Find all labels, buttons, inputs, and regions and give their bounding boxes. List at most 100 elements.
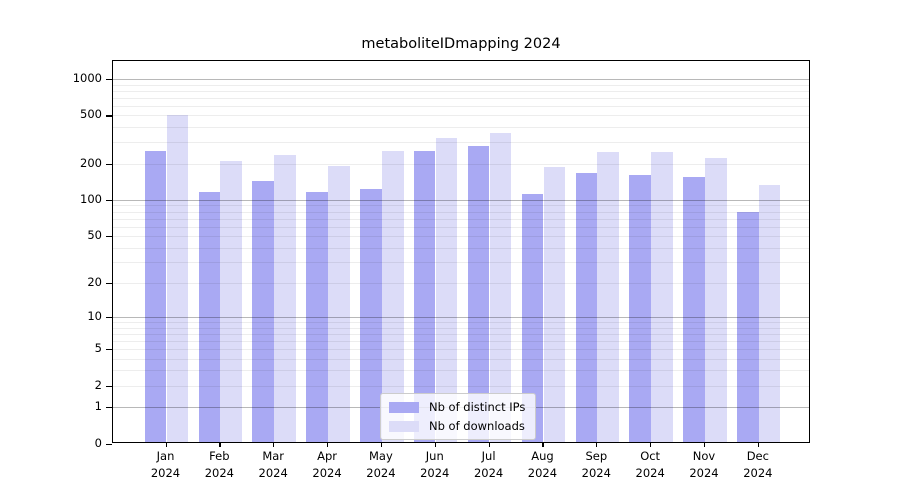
bar-feb-downloads — [220, 160, 242, 442]
gridline-minor — [113, 348, 809, 350]
y-tick-label: 100 — [80, 191, 102, 206]
y-tick — [106, 163, 112, 165]
x-tick — [596, 443, 598, 447]
gridline-minor — [113, 236, 809, 238]
bar-may-downloads — [382, 150, 404, 442]
bar-aug-distinct-ips — [521, 194, 544, 442]
legend-swatch-downloads — [389, 420, 419, 432]
y-tick-label: 10 — [87, 308, 102, 323]
y-tick — [106, 199, 112, 202]
bar-nov-distinct-ips — [683, 176, 705, 442]
y-tick-label: 20 — [87, 274, 102, 289]
bar-jan-distinct-ips — [144, 150, 167, 442]
bar-mar-downloads — [274, 155, 296, 442]
x-tick — [327, 443, 329, 447]
y-tick-label: 200 — [80, 155, 102, 170]
y-tick — [106, 348, 112, 351]
legend: Nb of distinct IPs Nb of downloads — [380, 393, 537, 440]
y-tick-label: 5 — [94, 340, 102, 355]
legend-label-downloads: Nb of downloads — [429, 419, 525, 433]
y-tick-label: 2 — [94, 377, 102, 392]
gridline-minor — [113, 205, 809, 207]
gridline-minor — [113, 226, 809, 228]
x-tick — [650, 443, 652, 447]
gridline-minor — [113, 340, 809, 342]
y-tick — [106, 316, 112, 319]
bar-sep-downloads — [597, 151, 619, 442]
x-tick-label: Jan 2024 — [150, 449, 181, 480]
bar-nov-downloads — [705, 158, 727, 442]
x-tick-label: Feb 2024 — [204, 449, 234, 480]
y-tick — [106, 406, 112, 409]
y-tick-label: 500 — [80, 107, 102, 122]
x-tick — [219, 443, 221, 447]
y-tick — [106, 115, 112, 117]
x-tick — [434, 443, 436, 447]
x-tick — [488, 443, 490, 447]
y-tick — [106, 443, 112, 445]
bar-feb-distinct-ips — [198, 191, 221, 442]
plot-area: Nb of distinct IPs Nb of downloads — [112, 60, 810, 443]
bar-jan-downloads — [166, 114, 189, 442]
gridline-major — [113, 78, 809, 80]
bar-apr-distinct-ips — [306, 192, 328, 442]
bar-may-distinct-ips — [360, 189, 382, 442]
bar-oct-downloads — [651, 151, 673, 442]
bar-jul-downloads — [489, 133, 512, 442]
x-tick — [165, 443, 167, 447]
gridline-major — [113, 199, 809, 201]
bar-aug-downloads — [543, 167, 566, 442]
gridline-minor — [113, 385, 809, 387]
gridline-minor — [113, 105, 809, 107]
gridline-minor — [113, 115, 809, 117]
gridline-minor — [113, 218, 809, 220]
gridline-minor — [113, 127, 809, 129]
y-tick — [106, 385, 112, 387]
gridline-minor — [113, 370, 809, 372]
legend-label-distinct-ips: Nb of distinct IPs — [429, 400, 526, 414]
bar-jun-distinct-ips — [413, 150, 436, 442]
x-tick-label: Apr 2024 — [312, 449, 342, 480]
chart-title: metaboliteIDmapping 2024 — [361, 36, 561, 52]
bar-oct-distinct-ips — [629, 175, 651, 442]
y-tick — [106, 78, 112, 81]
x-tick-label: Jun 2024 — [420, 449, 450, 480]
x-tick — [757, 443, 760, 447]
x-tick-label: Aug 2024 — [527, 449, 558, 480]
legend-item-distinct-ips: Nb of distinct IPs — [389, 400, 525, 414]
gridline-minor — [113, 262, 809, 264]
x-tick — [542, 443, 544, 447]
y-tick — [106, 236, 112, 238]
bar-dec-downloads — [758, 185, 781, 442]
gridline-minor — [113, 211, 809, 213]
x-tick-label: Mar 2024 — [258, 449, 288, 480]
y-tick-label: 1000 — [72, 70, 102, 85]
x-tick-label: Sep 2024 — [581, 449, 611, 480]
legend-swatch-distinct-ips — [389, 401, 419, 413]
bar-mar-distinct-ips — [252, 180, 274, 442]
gridline-minor — [113, 247, 809, 249]
gridline-minor — [113, 84, 809, 86]
y-tick-label: 1 — [94, 398, 102, 413]
legend-item-downloads: Nb of downloads — [389, 419, 525, 433]
gridline-minor — [113, 97, 809, 99]
x-tick-label: Nov 2024 — [689, 449, 719, 480]
gridline-minor — [113, 358, 809, 360]
x-tick — [273, 443, 275, 447]
gridline-minor — [113, 90, 809, 92]
x-tick-label: Dec 2024 — [743, 449, 773, 480]
x-tick — [704, 443, 706, 447]
bar-dec-distinct-ips — [737, 211, 759, 442]
x-tick-label: Oct 2024 — [635, 449, 665, 480]
x-tick-label: May 2024 — [366, 449, 396, 480]
bar-jul-distinct-ips — [467, 145, 490, 442]
y-tick — [106, 282, 112, 285]
y-tick-label: 50 — [87, 228, 102, 243]
gridline-minor — [113, 282, 809, 284]
gridline-minor — [113, 142, 809, 144]
bar-jun-downloads — [435, 137, 458, 442]
gridline-minor — [113, 163, 809, 165]
x-tick-label: Jul 2024 — [473, 449, 504, 480]
bar-apr-downloads — [328, 165, 350, 442]
